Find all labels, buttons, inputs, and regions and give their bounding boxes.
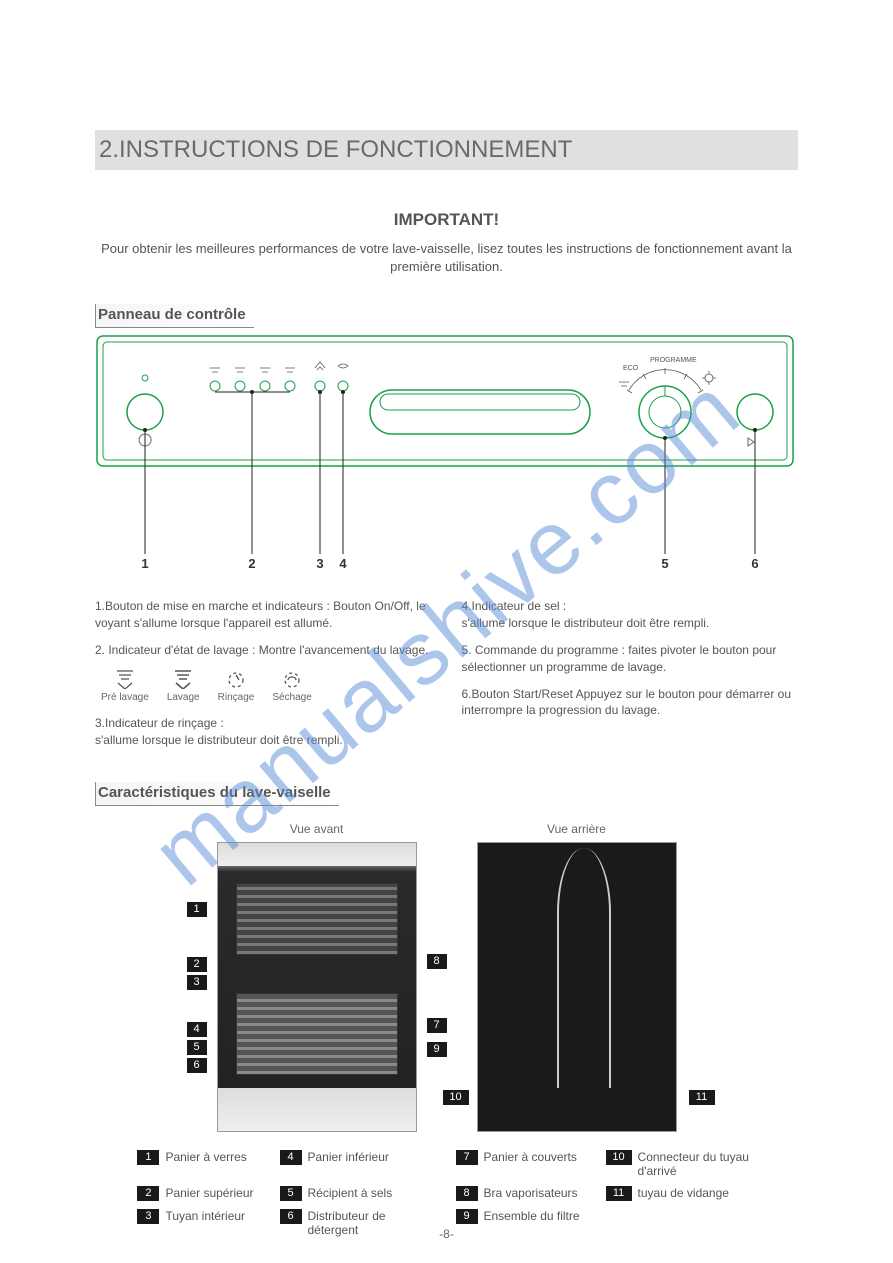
legend-num: 5 (280, 1186, 302, 1201)
legend-text: Panier inférieur (308, 1150, 389, 1164)
intro-text: Pour obtenir les meilleures performances… (95, 240, 798, 276)
desc-1: 1.Bouton de mise en marche et indicateur… (95, 598, 432, 632)
legend-text: Panier à verres (165, 1150, 246, 1164)
svg-text:2: 2 (248, 556, 255, 571)
legend-text: Panier supérieur (165, 1186, 253, 1200)
legend-num: 8 (456, 1186, 478, 1201)
desc-2: 2. Indicateur d'état de lavage : Montre … (95, 642, 432, 659)
legend-text: Panier à couverts (484, 1150, 577, 1164)
svg-text:PROGRAMME: PROGRAMME (650, 357, 697, 364)
callout-tag: 5 (187, 1040, 207, 1055)
legend-text: tuyau de vidange (638, 1186, 729, 1200)
legend-text: Récipient à sels (308, 1186, 393, 1200)
callout-tag: 1 (187, 902, 207, 917)
legend-num: 1 (137, 1150, 159, 1165)
parts-legend: 1 Panier à verres 4 Panier inférieur 7 Panier… (95, 1150, 798, 1237)
legend-num: 2 (137, 1186, 159, 1201)
page-number: -8- (0, 1227, 893, 1241)
legend-num: 10 (606, 1150, 632, 1165)
legend-item: 4 Panier inférieur (280, 1150, 430, 1178)
legend-num: 9 (456, 1209, 478, 1224)
callout-tag: 6 (187, 1058, 207, 1073)
svg-text:6: 6 (751, 556, 758, 571)
callout-tag: 8 (427, 954, 447, 969)
legend-num: 7 (456, 1150, 478, 1165)
legend-item: 8 Bra vaporisateurs (456, 1186, 580, 1201)
legend-text: Bra vaporisateurs (484, 1186, 578, 1200)
legend-num: 4 (280, 1150, 302, 1165)
legend-num: 11 (606, 1186, 632, 1201)
svg-text:1: 1 (141, 556, 148, 571)
legend-num: 6 (280, 1209, 302, 1224)
wash-state-icons: Pré lavage Lavage Rinçage Séchage (101, 669, 432, 705)
features-heading: Caractéristiques du lave-vaiselle (95, 782, 339, 806)
control-panel-diagram: ECO PROGRAMME 1 2 3 4 5 6 (95, 334, 798, 574)
legend-text: Tuyan intérieur (165, 1209, 245, 1223)
view-back-label: Vue arrière (477, 822, 677, 836)
callout-tag: 9 (427, 1042, 447, 1057)
view-front-label: Vue avant (217, 822, 417, 836)
legend-item: 11 tuyau de vidange (606, 1186, 756, 1201)
callout-tag: 10 (443, 1090, 469, 1105)
front-view-photo: 123456789 (217, 842, 417, 1132)
icon-label: Séchage (272, 692, 311, 703)
legend-text: Ensemble du filtre (484, 1209, 580, 1223)
back-view-photo: 1011 (477, 842, 677, 1132)
legend-item: 10 Connecteur du tuyau d'arrivé (606, 1150, 756, 1178)
panel-heading: Panneau de contrôle (95, 304, 254, 328)
desc-col-left: 1.Bouton de mise en marche et indicateur… (95, 598, 432, 758)
important-heading: IMPORTANT! (95, 210, 798, 230)
callout-tag: 4 (187, 1022, 207, 1037)
legend-num: 3 (137, 1209, 159, 1224)
desc-4: 4.Indicateur de sel : s'allume lorsque l… (462, 598, 799, 632)
icon-label: Rinçage (218, 692, 255, 703)
desc-6: 6.Bouton Start/Reset Appuyez sur le bout… (462, 686, 799, 720)
desc-col-right: 4.Indicateur de sel : s'allume lorsque l… (462, 598, 799, 758)
svg-text:ECO: ECO (623, 365, 639, 372)
legend-item: 1 Panier à verres (137, 1150, 253, 1178)
svg-text:3: 3 (316, 556, 323, 571)
callout-tag: 2 (187, 957, 207, 972)
svg-text:5: 5 (661, 556, 668, 571)
desc-3: 3.Indicateur de rinçage : s'allume lorsq… (95, 715, 432, 749)
callout-tag: 11 (689, 1090, 715, 1105)
icon-label: Pré lavage (101, 692, 149, 703)
callout-tag: 7 (427, 1018, 447, 1033)
callout-tag: 3 (187, 975, 207, 990)
legend-text: Connecteur du tuyau d'arrivé (638, 1150, 756, 1178)
section-title: 2.INSTRUCTIONS DE FONCTIONNEMENT (95, 130, 798, 170)
icon-label: Lavage (167, 692, 200, 703)
legend-item: 5 Récipient à sels (280, 1186, 430, 1201)
desc-5: 5. Commande du programme : faites pivote… (462, 642, 799, 676)
svg-text:4: 4 (339, 556, 347, 571)
legend-item: 7 Panier à couverts (456, 1150, 580, 1178)
legend-item: 2 Panier supérieur (137, 1186, 253, 1201)
